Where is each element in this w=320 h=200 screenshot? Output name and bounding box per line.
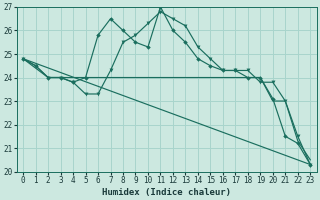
X-axis label: Humidex (Indice chaleur): Humidex (Indice chaleur) [102, 188, 231, 197]
